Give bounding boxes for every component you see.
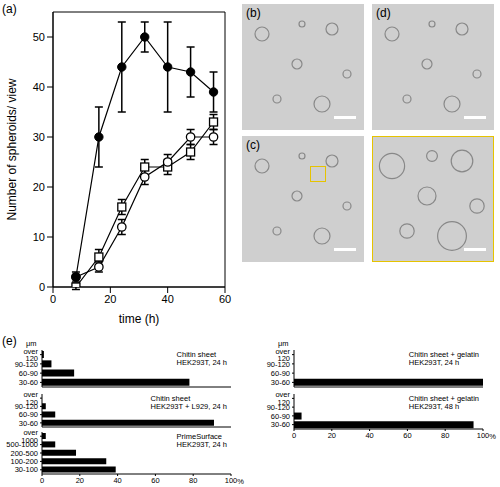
svg-text:Number of spheroids/ view: Number of spheroids/ view [8,78,19,220]
svg-text:60: 60 [403,431,411,440]
svg-text:0: 0 [40,476,44,485]
svg-text:30: 30 [33,131,45,143]
svg-text:20: 20 [104,293,116,305]
html-text:(d): (d) [376,6,391,20]
svg-text:30-60: 30-60 [271,378,290,387]
html-text:PrimeSurface HEK293T, 24 h: PrimeSurface HEK293T, 24 h [176,432,227,450]
svg-text:60: 60 [219,293,231,305]
svg-text:60-90: 60-90 [271,412,290,421]
svg-text:30-100: 30-100 [15,465,38,474]
svg-text:0: 0 [292,431,296,440]
svg-text:40: 40 [162,293,174,305]
html-text:(b): (b) [246,6,261,20]
html-text:(e): (e) [2,334,17,348]
svg-text:40: 40 [33,81,45,93]
html-text:Chitin sheet HEK293T, 24 h: Chitin sheet HEK293T, 24 h [176,350,227,368]
svg-text:20: 20 [76,476,84,485]
html-text:μm: μm [26,339,37,348]
svg-text:80: 80 [441,431,449,440]
html-text:Chitin sheet + gelatin HEK293T: Chitin sheet + gelatin HEK293T, 24 h [408,350,479,368]
svg-text:0: 0 [50,293,56,305]
svg-text:60: 60 [151,476,159,485]
svg-text:30-60: 30-60 [271,420,290,429]
svg-text:90-120: 90-120 [267,360,290,369]
svg-text:30-60: 30-60 [19,419,38,428]
svg-text:60-90: 60-90 [18,410,38,420]
svg-text:40: 40 [113,476,121,485]
svg-text:20: 20 [328,431,336,440]
svg-text:0: 0 [39,281,45,293]
svg-text:60-90: 60-90 [19,369,38,378]
svg-text:30-60: 30-60 [19,378,38,387]
svg-text:100: 100 [477,431,490,440]
html-text:Chitin sheet + gelatin HEK293T: Chitin sheet + gelatin HEK293T, 48 h [408,394,479,412]
svg-text:10: 10 [33,231,45,243]
svg-text:40: 40 [365,431,373,440]
html-text:μm: μm [278,339,289,348]
svg-text:90-120: 90-120 [15,360,38,369]
svg-text:90-120: 90-120 [14,402,38,411]
svg-text:100-200: 100-200 [10,457,38,467]
html-text:(a): (a) [2,2,17,16]
svg-text:200-500: 200-500 [10,448,38,458]
html-text:Chitin sheet HEK293T + L929, 2: Chitin sheet HEK293T + L929, 24 h [150,394,227,412]
svg-text:20: 20 [33,181,45,193]
svg-text:60-90: 60-90 [271,369,290,378]
svg-text:90-120: 90-120 [267,403,290,412]
svg-text:time (h): time (h) [119,312,160,326]
html-text:(c): (c) [246,138,260,152]
svg-text:50: 50 [33,31,45,43]
svg-text:80: 80 [189,476,197,485]
svg-text:100: 100 [225,476,238,485]
